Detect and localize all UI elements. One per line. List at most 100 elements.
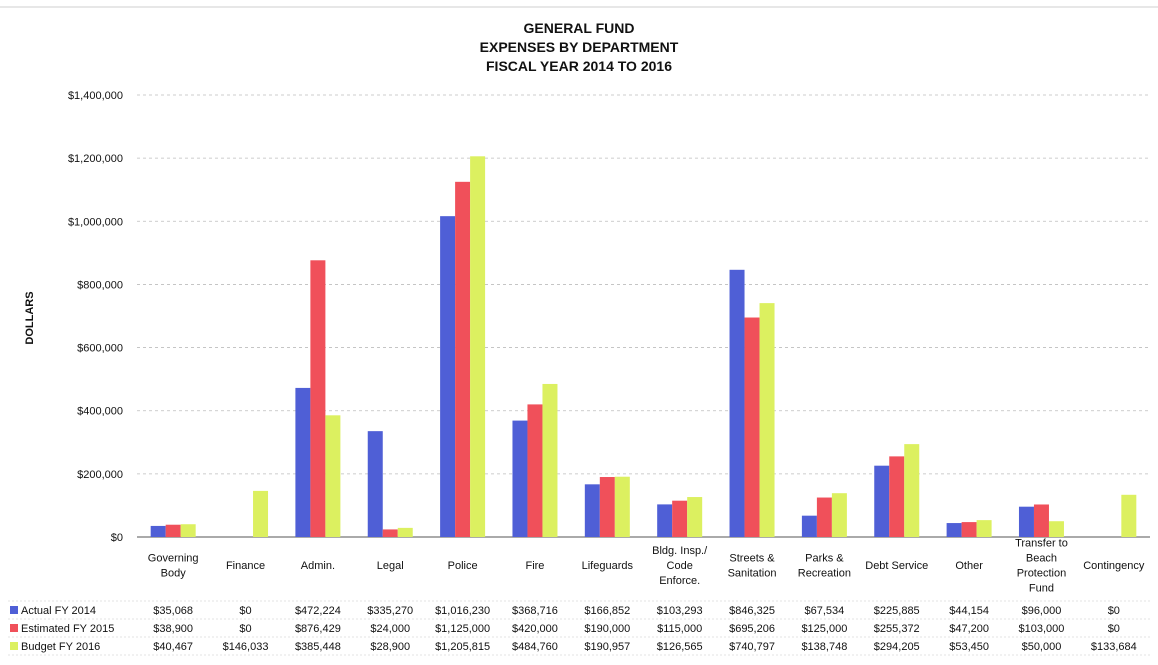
data-label: $166,852 [584,605,630,617]
bar [961,522,977,537]
legend-swatch [10,642,18,650]
data-label: $0 [239,623,251,635]
bar [1121,494,1137,537]
data-label: $103,293 [657,605,703,617]
category-label: Lifeguards [582,560,634,572]
bar [657,504,673,537]
y-tick-label: $600,000 [77,343,123,355]
data-label: $40,467 [153,641,193,653]
y-tick-label: $400,000 [77,406,123,418]
bar [904,444,920,537]
bar [527,404,543,537]
data-label: $472,224 [295,605,341,617]
bar [729,269,745,537]
bar [759,303,775,537]
bar [367,431,383,537]
data-label: $50,000 [1022,641,1062,653]
data-label: $115,000 [657,623,702,635]
category-label: Parks & [805,553,844,565]
bar [1033,504,1049,537]
data-label: $0 [1108,623,1120,635]
category-label: Governing [148,553,199,565]
category-label: Legal [377,560,404,572]
bar [889,456,905,537]
data-label: $146,033 [223,641,269,653]
data-label: $138,748 [801,641,847,653]
y-tick-label: $800,000 [77,279,123,291]
data-label: $103,000 [1019,623,1065,635]
bars [150,156,1137,538]
category-label: Sanitation [728,568,777,580]
bar [584,484,600,537]
data-label: $420,000 [512,623,558,635]
legend-swatch [10,606,18,614]
data-label: $876,429 [295,623,341,635]
data-label: $38,900 [153,623,193,635]
bar [542,383,558,537]
data-label: $190,957 [584,641,630,653]
category-label: Bldg. Insp./ [652,545,708,557]
data-label: $67,534 [805,605,845,617]
category-label: Finance [226,560,265,572]
bar [382,529,398,537]
data-label: $740,797 [729,641,775,653]
y-tick-label: $200,000 [77,469,123,481]
bar [295,387,311,537]
y-tick-label: $1,000,000 [68,216,123,228]
category-label: Code [667,560,693,572]
bar [801,515,817,537]
title-line-2: EXPENSES BY DEPARTMENT [480,39,679,55]
data-label: $190,000 [584,623,630,635]
bar [512,420,528,537]
data-label: $1,016,230 [435,605,490,617]
category-label: Police [448,560,478,572]
bar [253,490,269,537]
data-label: $294,205 [874,641,920,653]
data-label: $846,325 [729,605,775,617]
data-label: $255,372 [874,623,920,635]
bar [874,465,890,537]
data-label: $1,205,815 [435,641,490,653]
bar [325,415,341,537]
data-label: $126,565 [657,641,703,653]
category-label: Fund [1029,583,1054,595]
data-label: $44,154 [949,605,989,617]
data-label: $695,206 [729,623,775,635]
bar [440,216,456,537]
bar [816,497,832,537]
category-label: Body [161,568,187,580]
category-label: Fire [525,560,544,572]
bar [599,477,615,537]
category-label: Protection [1017,568,1067,580]
category-label: Beach [1026,553,1057,565]
chart-title: GENERAL FUND EXPENSES BY DEPARTMENT FISC… [480,20,679,74]
bar [180,524,196,537]
data-label: $28,900 [370,641,410,653]
bar [165,524,181,537]
bar [470,156,486,537]
data-label: $35,068 [153,605,193,617]
data-label: $0 [239,605,251,617]
legend-entry: Estimated FY 2015 [21,623,114,635]
data-label: $225,885 [874,605,920,617]
category-label: Enforce. [659,575,700,587]
data-label: $133,684 [1091,641,1137,653]
category-label: Streets & [729,553,775,565]
bar [946,523,962,537]
bar [614,476,630,537]
data-label: $96,000 [1022,605,1062,617]
y-tick-label: $1,200,000 [68,153,123,165]
category-label: Debt Service [865,560,928,572]
bar [687,497,703,537]
data-label: $1,125,000 [435,623,490,635]
category-label: Transfer to [1015,538,1068,550]
bar [976,520,992,537]
data-label: $368,716 [512,605,558,617]
bar [672,500,688,537]
y-tick-label: $1,400,000 [68,90,123,102]
data-label: $0 [1108,605,1120,617]
data-label: $53,450 [949,641,989,653]
bar [150,525,166,537]
data-table: Governing Body Finance Admin. Legal Police Fir… [8,538,1150,656]
